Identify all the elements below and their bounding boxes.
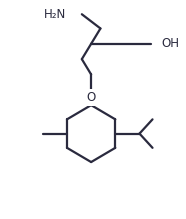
Text: OH: OH [162,37,180,50]
Text: O: O [86,91,96,104]
Text: H₂N: H₂N [44,8,66,21]
